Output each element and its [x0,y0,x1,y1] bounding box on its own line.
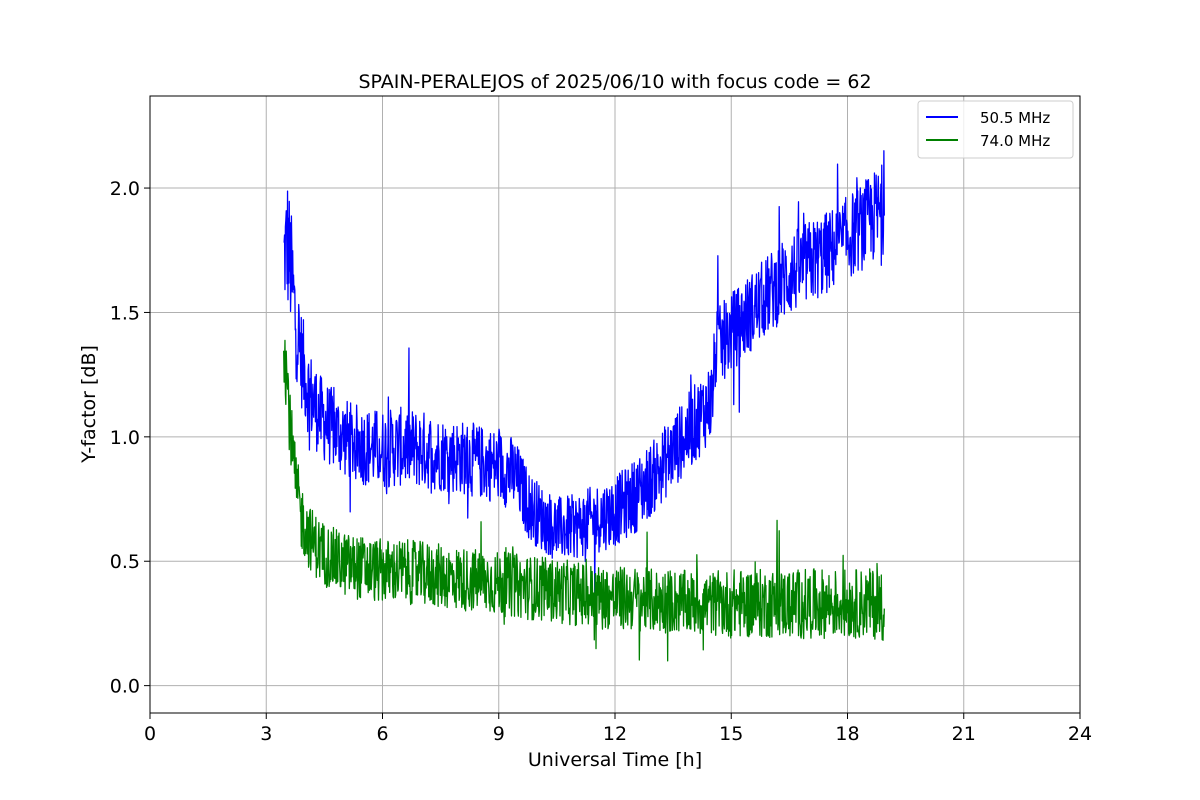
chart-title: SPAIN-PERALEJOS of 2025/06/10 with focus… [358,71,871,93]
x-axis: 0 3 6 9 12 15 18 21 24 [144,713,1092,745]
x-tick-label: 12 [603,723,627,745]
series-layer [283,150,885,662]
x-tick-label: 18 [835,723,859,745]
legend-box [917,100,1074,159]
y-tick-label: 0.0 [110,676,140,698]
x-tick-label: 15 [719,723,743,745]
y-tick-label: 1.5 [110,302,140,324]
x-tick-label: 0 [144,723,156,745]
series-line-2 [283,339,885,662]
y-tick-label: 1.0 [110,427,140,449]
y-axis: 0.0 0.5 1.0 1.5 2.0 [110,178,150,698]
legend: 50.5 MHz 74.0 MHz [917,100,1074,159]
x-tick-label: 6 [376,723,388,745]
x-tick-label: 3 [260,723,272,745]
series-line-1 [283,150,885,595]
x-tick-label: 21 [952,723,976,745]
legend-label-series-1: 50.5 MHz [980,109,1050,127]
y-axis-label: Y-factor [dB] [78,345,100,464]
legend-label-series-2: 74.0 MHz [980,132,1050,150]
x-tick-label: 24 [1068,723,1092,745]
x-axis-label: Universal Time [h] [528,749,702,771]
x-tick-label: 9 [493,723,505,745]
y-tick-label: 0.5 [110,551,140,573]
y-tick-label: 2.0 [110,178,140,200]
